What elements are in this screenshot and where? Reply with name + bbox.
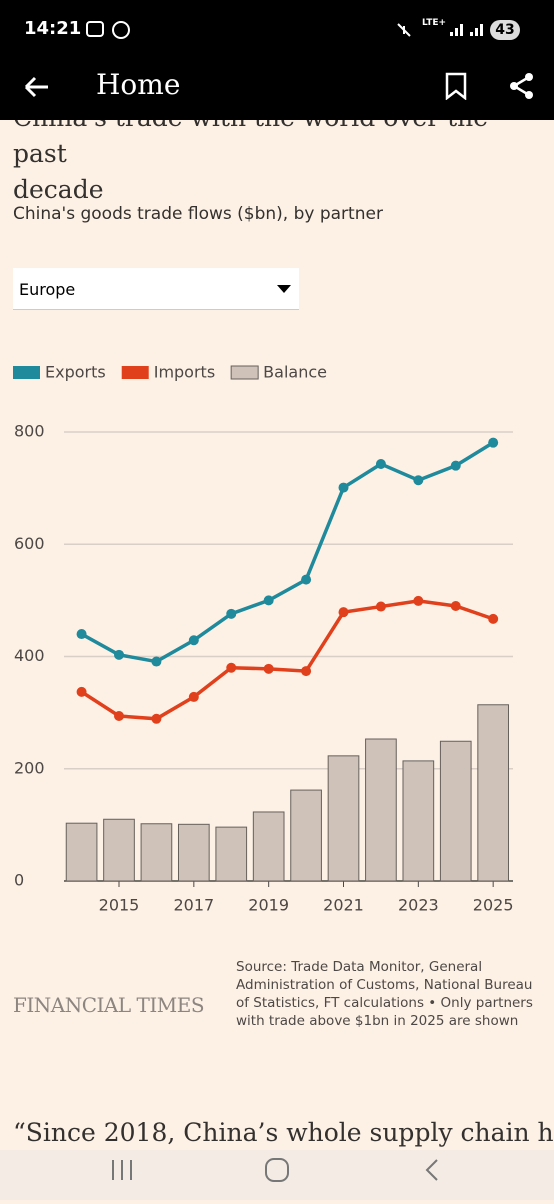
point [114, 649, 125, 660]
bar [439, 740, 472, 882]
point [188, 691, 199, 702]
point [413, 475, 424, 486]
line [80, 599, 494, 721]
point [301, 666, 312, 677]
back-button[interactable] [22, 72, 52, 102]
point [338, 607, 349, 618]
bar [327, 755, 360, 882]
dropdown-arrow [277, 285, 291, 293]
chart-subtitle: China's goods trade flows ($bn), by part… [13, 204, 383, 224]
point [188, 635, 199, 646]
bar [252, 811, 285, 882]
bar [365, 738, 397, 882]
bar [177, 823, 210, 882]
partner-dropdown[interactable]: Europe [13, 268, 299, 310]
bar [140, 823, 173, 882]
legend-label: Exports [45, 363, 106, 382]
home-button[interactable] [265, 1158, 289, 1182]
network: LTE+ [422, 18, 447, 28]
line [80, 441, 495, 664]
heading-line: decade [13, 175, 104, 204]
x-tick-label: 2019 [248, 896, 289, 915]
point [338, 482, 349, 493]
legend-label: Balance [263, 363, 327, 382]
nav-icons [112, 1158, 438, 1182]
bar [402, 760, 435, 882]
recents-button[interactable] [112, 1160, 132, 1180]
point [151, 656, 162, 667]
point [263, 595, 274, 606]
y-tick-label: 600 [14, 534, 45, 553]
time: 14:21 [24, 18, 82, 39]
x-tick-label: 2021 [323, 896, 364, 915]
ft-logo: FINANCIAL TIMES [13, 993, 205, 1017]
signal-icons [397, 23, 483, 37]
app-title: Home [96, 68, 181, 101]
point [114, 710, 125, 721]
point [151, 713, 162, 724]
x-tick-label: 2025 [473, 896, 514, 915]
bookmark-button[interactable] [444, 72, 468, 100]
status-bar: 14:21 LTE+ 43 [0, 0, 554, 60]
point [226, 608, 237, 619]
point [488, 437, 499, 448]
point [226, 662, 237, 673]
status-icons [86, 21, 130, 39]
point [263, 663, 274, 674]
point [375, 458, 386, 469]
share-button[interactable] [508, 72, 536, 100]
legend-label: Imports [154, 363, 215, 382]
x-tick-label: 2017 [173, 896, 214, 915]
legend-swatch [230, 365, 259, 380]
legend-swatch [13, 366, 40, 379]
dropdown-value: Europe [19, 280, 76, 299]
nav-bar [0, 1150, 554, 1200]
battery: 43 [490, 20, 520, 40]
y-tick-label: 200 [14, 758, 45, 777]
y-tick-label: 800 [14, 422, 45, 441]
x-tick-label: 2023 [398, 896, 439, 915]
point [301, 574, 312, 585]
point [488, 613, 499, 624]
bar [103, 818, 135, 882]
x-tick-label: 2015 [99, 896, 140, 915]
article-paragraph: “Since 2018, China’s whole supply chain … [13, 1118, 554, 1147]
point [375, 601, 386, 612]
chart-source: Source: Trade Data Monitor, General Admi… [236, 959, 533, 1029]
y-tick-label: 400 [14, 646, 45, 665]
point [413, 595, 424, 606]
point [450, 460, 461, 471]
bar [290, 789, 322, 882]
point [76, 629, 87, 640]
app-bar: Home [0, 60, 554, 120]
bar [65, 822, 98, 882]
bar [477, 704, 510, 882]
back-nav-button[interactable] [425, 1159, 438, 1181]
point [76, 686, 87, 697]
legend-swatch [121, 366, 149, 379]
bar [215, 826, 248, 882]
y-tick-label: 0 [14, 871, 24, 890]
point [450, 600, 461, 611]
